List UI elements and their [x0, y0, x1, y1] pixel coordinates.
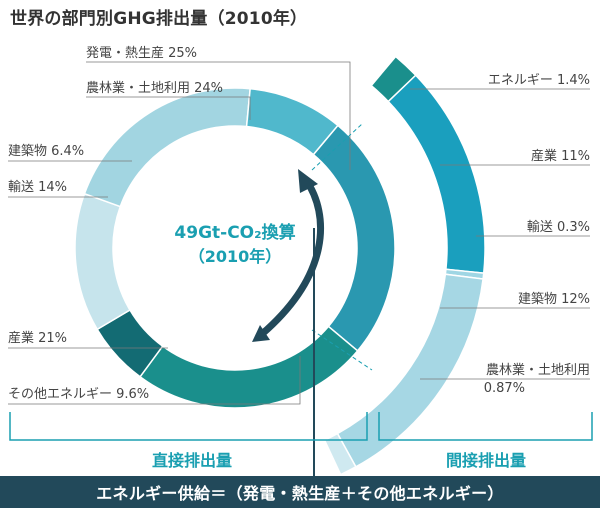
indirect-label-産業: 産業 11%: [531, 148, 590, 164]
arrow-head-top-icon: [298, 169, 318, 193]
connector-top: [311, 123, 363, 171]
indirect-emissions-arc: [323, 55, 486, 476]
supply-arrow: [258, 176, 325, 338]
leader-その他エネルギー: [8, 356, 301, 405]
chart-title: 世界の部門別GHG排出量（2010年）: [10, 9, 308, 29]
indirect-emissions-bracket: [378, 412, 593, 441]
energy-supply-footer: エネルギー供給＝（発電・熱生産＋その他エネルギー）: [0, 476, 600, 508]
segment-labels: 発電・熱生産 25% 農林業・土地利用 24% 建築物 6.4% 輸送 14% 産業 2…: [8, 45, 590, 402]
label-輸送: 輸送 14%: [8, 180, 67, 195]
center-label-line1: 49Gt-CO₂換算: [174, 222, 295, 243]
leader-発電-熱生産: [86, 61, 351, 170]
label-農林業-土地利用: 農林業・土地利用 24%: [86, 80, 223, 96]
leader-lines: [8, 61, 590, 405]
label-その他エネルギー: その他エネルギー 9.6%: [8, 387, 149, 402]
ghg-chart: 発電・熱生産 25% 農林業・土地利用 24% 建築物 6.4% 輸送 14% 産業 2…: [8, 45, 593, 476]
center-label-line2: （2010年）: [189, 247, 282, 266]
direct-emissions-bracket: [9, 412, 368, 441]
label-発電-熱生産: 発電・熱生産 25%: [86, 45, 197, 61]
footer-text: エネルギー供給＝（発電・熱生産＋その他エネルギー）: [96, 484, 504, 503]
label-産業: 産業 21%: [8, 330, 67, 346]
donut-segment-産業: [83, 87, 251, 208]
donut-segment-その他エネルギー: [245, 87, 339, 156]
indirect-label-建築物: 建築物 12%: [518, 292, 590, 307]
indirect-label-輸送: 輸送 0.3%: [527, 220, 590, 235]
indirect-label-農林業-土地利用: 農林業・土地利用: [486, 362, 590, 378]
indirect-segment-産業: [387, 74, 486, 274]
leader-農林業-土地利用: [86, 96, 251, 120]
direct-emissions-label: 直接排出量: [152, 451, 232, 470]
donut-chart: [74, 87, 396, 409]
label-建築物: 建築物 6.4%: [8, 144, 84, 159]
connector-bottom: [311, 329, 373, 371]
donut-segment-輸送: [74, 192, 131, 331]
donut-segment-発電-熱生産: [312, 124, 396, 352]
indirect-value-農林業-土地利用: 0.87%: [484, 381, 525, 396]
indirect-label-エネルギー: エネルギー 1.4%: [488, 73, 590, 88]
indirect-emissions-label: 間接排出量: [446, 451, 526, 470]
arrow-head-bottom-icon: [252, 325, 270, 342]
